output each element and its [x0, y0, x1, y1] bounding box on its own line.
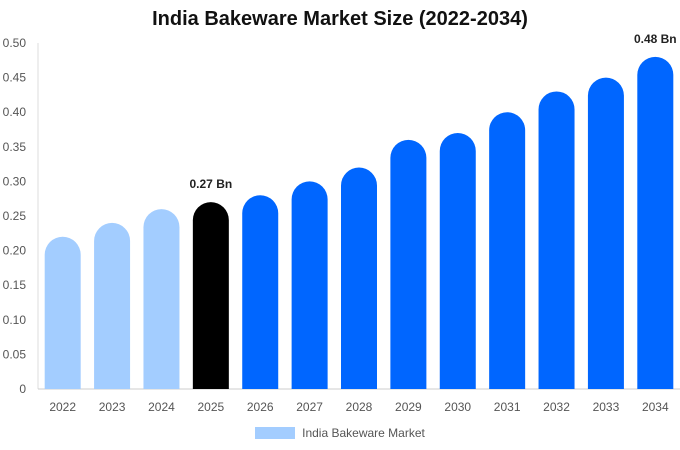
y-tick-label: 0: [19, 382, 26, 396]
x-tick-label: 2023: [99, 400, 126, 414]
bar-2027: [291, 181, 328, 389]
x-tick-label: 2031: [494, 400, 521, 414]
data-label-2025: 0.27 Bn: [190, 177, 233, 191]
bar-2034: [637, 56, 674, 390]
x-tick-label: 2028: [346, 400, 373, 414]
x-tick-label: 2022: [49, 400, 76, 414]
legend: India Bakeware Market: [0, 426, 680, 440]
x-tick-label: 2029: [395, 400, 422, 414]
x-tick-label: 2030: [444, 400, 471, 414]
y-tick-label: 0.50: [3, 36, 27, 50]
y-tick-label: 0.15: [3, 278, 27, 292]
x-tick-label: 2026: [247, 400, 274, 414]
y-tick-label: 0.30: [3, 174, 27, 188]
bar-2026: [242, 195, 279, 389]
x-tick-label: 2034: [642, 400, 669, 414]
bar-2023: [94, 222, 131, 389]
y-tick-label: 0.05: [3, 347, 27, 361]
legend-label: India Bakeware Market: [302, 426, 425, 440]
x-tick-label: 2033: [593, 400, 620, 414]
y-tick-label: 0.10: [3, 313, 27, 327]
y-tick-label: 0.35: [3, 140, 27, 154]
x-tick-label: 2032: [543, 400, 570, 414]
bar-2025: [192, 202, 229, 389]
bar-2029: [390, 139, 427, 389]
bar-2033: [587, 77, 624, 389]
y-tick-label: 0.45: [3, 71, 27, 85]
bar-2024: [143, 209, 180, 389]
legend-swatch: [255, 427, 296, 439]
bar-2030: [439, 132, 476, 389]
x-tick-label: 2024: [148, 400, 175, 414]
y-tick-label: 0.40: [3, 105, 27, 119]
data-label-2034: 0.48 Bn: [634, 32, 677, 46]
bar-2031: [489, 112, 526, 389]
chart-title: India Bakeware Market Size (2022-2034): [152, 8, 528, 30]
bar-2022: [44, 236, 81, 389]
x-tick-label: 2027: [296, 400, 323, 414]
x-tick-label: 2025: [197, 400, 224, 414]
y-tick-label: 0.20: [3, 244, 27, 258]
y-tick-label: 0.25: [3, 209, 27, 223]
bar-2032: [538, 91, 575, 390]
bar-2028: [341, 167, 377, 389]
